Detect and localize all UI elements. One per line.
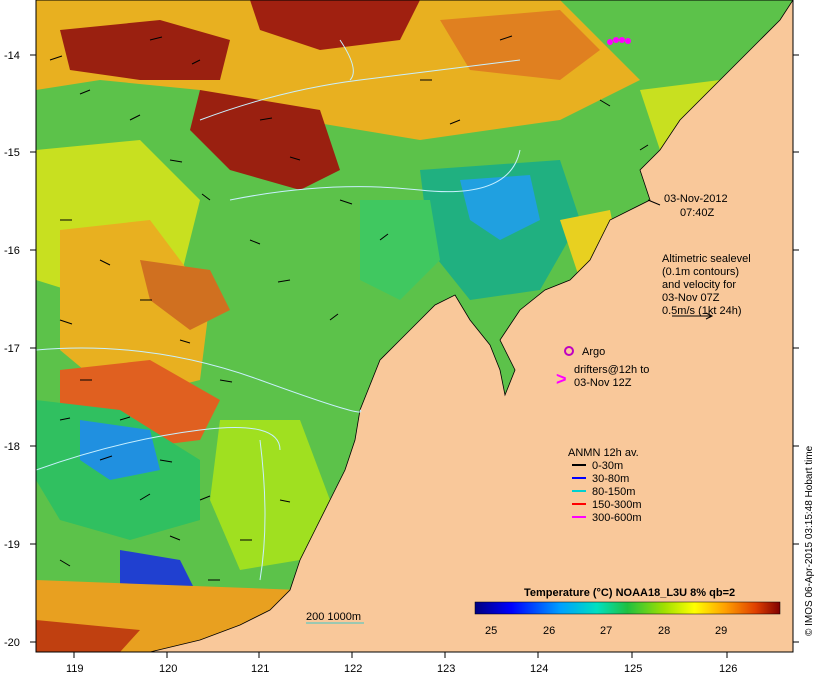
anmn-legend-label: 0-30m: [592, 460, 623, 472]
lon-tick-label: 126: [719, 663, 737, 675]
map-date: 03-Nov-2012: [664, 193, 728, 205]
altimetry-note: Altimetric sealevel (0.1m contours) and …: [662, 253, 751, 320]
colorbar-tick: 29: [715, 625, 727, 637]
anmn-legend-label: 30-80m: [592, 473, 629, 485]
altimetry-line: Altimetric sealevel: [662, 253, 751, 265]
map-time: 07:40Z: [680, 207, 715, 219]
velocity-arrows: [49, 35, 649, 581]
lon-tick-label: 124: [530, 663, 548, 675]
scale-label: 200 1000m: [306, 611, 361, 623]
colorbar-tick: 27: [600, 625, 612, 637]
anmn-legend-label: 80-150m: [592, 486, 635, 498]
altimetry-line: 0.5m/s (1kt 24h): [662, 305, 741, 317]
depth-scale: 200 1000m: [306, 611, 364, 624]
drifter-marker: >: [556, 369, 567, 389]
anmn-legend-item: 150-300m: [572, 499, 642, 511]
lon-tick-label: 125: [624, 663, 642, 675]
drifter-track: [607, 37, 631, 45]
lon-tick-label: 121: [251, 663, 269, 675]
anmn-legend-item: 80-150m: [572, 486, 635, 498]
anmn-legend-item: 0-30m: [572, 460, 623, 472]
lat-axis: -14 -15 -16 -17 -18 -19 -20: [4, 50, 799, 649]
lat-tick-label: -14: [4, 50, 20, 62]
lon-tick-label: 122: [344, 663, 362, 675]
date-pointer: [647, 199, 661, 206]
lon-tick-label: 123: [437, 663, 455, 675]
lon-tick-label: 120: [159, 663, 177, 675]
anmn-legend-item: 30-80m: [572, 473, 629, 485]
drifters-label: drifters@12h to: [574, 364, 649, 376]
anmn-title: ANMN 12h av.: [568, 447, 639, 459]
lat-tick-label: -17: [4, 343, 20, 355]
lat-tick-label: -18: [4, 441, 20, 453]
anmn-legend-label: 300-600m: [592, 512, 642, 524]
lat-tick-label: -16: [4, 245, 20, 257]
sealevel-contours: [36, 39, 521, 581]
colorbar-title: Temperature (°C) NOAA18_L3U 8% qb=2: [524, 587, 735, 599]
colorbar-tick: 26: [543, 625, 555, 637]
credit-text: © IMOS 06-Apr-2015 03:15:48 Hobart time: [804, 445, 815, 636]
argo-label: Argo: [582, 346, 605, 358]
lon-tick-label: 119: [66, 663, 84, 675]
anmn-legend: ANMN 12h av. 0-30m 30-80m 80-150m 150-30…: [568, 447, 642, 524]
colorbar-tick: 25: [485, 625, 497, 637]
drifters-label: 03-Nov 12Z: [574, 377, 632, 389]
colorbar-gradient: [474, 601, 781, 615]
lon-axis: 119 120 121 122 123 124 125 126: [66, 652, 737, 675]
anmn-legend-label: 150-300m: [592, 499, 642, 511]
lat-tick-label: -19: [4, 539, 20, 551]
argo-marker: [564, 346, 574, 356]
plot-frame: [35, 0, 794, 653]
altimetry-line: (0.1m contours): [662, 266, 739, 278]
temperature-colorbar: Temperature (°C) NOAA18_L3U 8% qb=2 25 2…: [474, 587, 781, 637]
altimetry-line: 03-Nov 07Z: [662, 292, 720, 304]
lat-tick-label: -20: [4, 637, 20, 649]
land-mass: [149, 0, 793, 652]
anmn-legend-item: 300-600m: [572, 512, 642, 524]
plot-area: [36, 0, 793, 652]
altimetry-line: and velocity for: [662, 279, 736, 291]
lat-tick-label: -15: [4, 147, 20, 159]
velocity-scale-arrowhead: [705, 312, 714, 320]
sst-field: [36, 0, 760, 652]
colorbar-tick: 28: [658, 625, 670, 637]
